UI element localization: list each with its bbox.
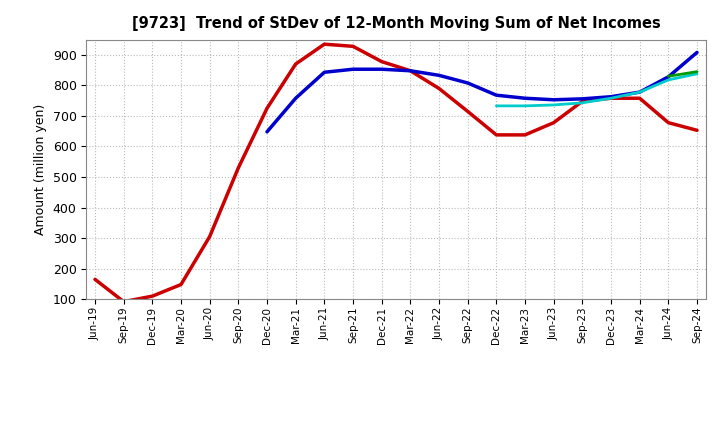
3 Years bbox=[320, 41, 328, 47]
3 Years bbox=[435, 86, 444, 91]
3 Years bbox=[148, 293, 157, 299]
3 Years bbox=[263, 106, 271, 111]
3 Years bbox=[549, 120, 558, 125]
3 Years bbox=[120, 299, 128, 304]
5 Years bbox=[377, 66, 386, 72]
5 Years bbox=[578, 96, 587, 102]
5 Years bbox=[263, 129, 271, 135]
Line: 3 Years: 3 Years bbox=[95, 44, 697, 302]
5 Years bbox=[406, 68, 415, 73]
5 Years bbox=[635, 89, 644, 95]
3 Years bbox=[91, 277, 99, 282]
5 Years bbox=[693, 50, 701, 55]
7 Years bbox=[549, 103, 558, 108]
3 Years bbox=[521, 132, 529, 138]
Y-axis label: Amount (million yen): Amount (million yen) bbox=[34, 104, 47, 235]
7 Years bbox=[578, 100, 587, 106]
Line: 7 Years: 7 Years bbox=[496, 74, 697, 106]
3 Years bbox=[464, 109, 472, 114]
3 Years bbox=[377, 59, 386, 64]
5 Years bbox=[607, 94, 616, 99]
5 Years bbox=[435, 73, 444, 78]
5 Years bbox=[521, 95, 529, 101]
3 Years bbox=[664, 120, 672, 125]
10 Years bbox=[693, 69, 701, 74]
3 Years bbox=[492, 132, 500, 138]
5 Years bbox=[549, 97, 558, 103]
Line: 10 Years: 10 Years bbox=[668, 72, 697, 76]
3 Years bbox=[176, 282, 185, 287]
7 Years bbox=[664, 77, 672, 83]
5 Years bbox=[320, 70, 328, 75]
7 Years bbox=[607, 95, 616, 101]
3 Years bbox=[693, 128, 701, 133]
5 Years bbox=[664, 74, 672, 80]
7 Years bbox=[635, 89, 644, 95]
3 Years bbox=[234, 165, 243, 171]
5 Years bbox=[292, 95, 300, 101]
5 Years bbox=[464, 81, 472, 86]
Title: [9723]  Trend of StDev of 12-Month Moving Sum of Net Incomes: [9723] Trend of StDev of 12-Month Moving… bbox=[132, 16, 660, 32]
3 Years bbox=[205, 234, 214, 239]
3 Years bbox=[292, 62, 300, 67]
3 Years bbox=[607, 95, 616, 101]
3 Years bbox=[578, 99, 587, 104]
3 Years bbox=[348, 44, 357, 49]
Line: 5 Years: 5 Years bbox=[267, 52, 697, 132]
5 Years bbox=[492, 92, 500, 98]
7 Years bbox=[521, 103, 529, 109]
7 Years bbox=[693, 71, 701, 77]
3 Years bbox=[635, 95, 644, 101]
5 Years bbox=[348, 66, 357, 72]
3 Years bbox=[406, 68, 415, 73]
7 Years bbox=[492, 103, 500, 109]
10 Years bbox=[664, 73, 672, 79]
